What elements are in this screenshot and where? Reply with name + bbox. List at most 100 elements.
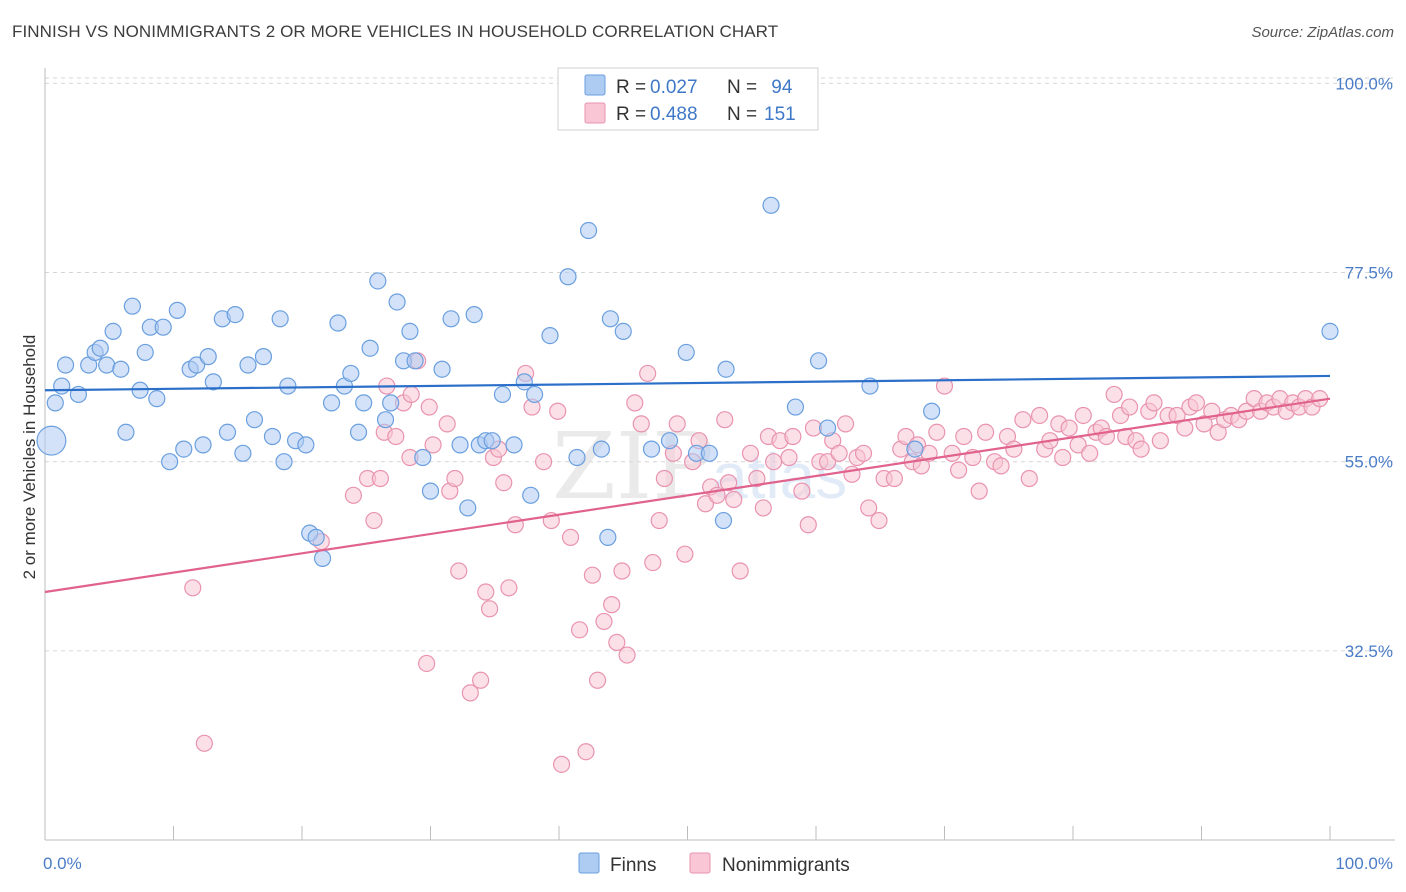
nonimmigrants-point xyxy=(438,415,456,433)
source-credit: Source: ZipAtlas.com xyxy=(1251,24,1394,41)
finns-point xyxy=(307,528,325,546)
legend-top: R = 0.027 N = 94 R = 0.488 N = 151 xyxy=(557,67,819,131)
nonimmigrants-point xyxy=(418,654,436,673)
finns-point xyxy=(406,352,424,370)
nonimmigrants-point xyxy=(644,553,662,572)
x-tick-label-min: 0.0% xyxy=(43,854,82,873)
finns-point xyxy=(245,411,264,429)
nonimmigrants-point xyxy=(935,377,954,395)
nonimmigrants-point xyxy=(1105,385,1123,404)
nonimmigrants-point xyxy=(1081,444,1099,462)
chart-title: FINNISH VS NONIMMIGRANTS 2 OR MORE VEHIC… xyxy=(12,22,779,41)
legend-r-value-nonimmigrants: 0.488 xyxy=(650,104,698,125)
nonimmigrants-point xyxy=(1014,411,1032,429)
finns-point xyxy=(522,486,540,504)
finns-point xyxy=(46,394,64,412)
legend-n-label-finns: N = xyxy=(727,77,757,98)
finns-point xyxy=(541,327,559,345)
trend-lines xyxy=(44,374,1331,594)
x-tick-label-max: 100.0% xyxy=(1335,854,1393,873)
finns-point xyxy=(505,436,523,454)
finns-point xyxy=(421,482,440,500)
nonimmigrants-point xyxy=(618,646,636,664)
nonimmigrants-point xyxy=(668,415,686,433)
finns-point xyxy=(361,339,379,357)
finns-point xyxy=(809,352,828,370)
legend-n-label-nonimmigrants: N = xyxy=(727,104,757,125)
finns-point xyxy=(414,448,432,467)
finns-point xyxy=(342,364,360,383)
finns-point xyxy=(1321,322,1339,341)
nonimmigrants-point xyxy=(595,612,613,631)
finns-point xyxy=(271,310,289,328)
nonimmigrants-point xyxy=(506,516,524,534)
legend-bottom-label-nonimmigrants: Nonimmigrants xyxy=(722,855,850,876)
nonimmigrants-point xyxy=(1145,394,1163,412)
nonimmigrants-point xyxy=(818,453,837,471)
finns-point xyxy=(275,453,293,471)
nonimmigrants-point xyxy=(1168,406,1186,425)
finns-point xyxy=(369,272,387,290)
finns-point xyxy=(442,310,460,328)
nonimmigrants-point xyxy=(860,499,878,517)
finns-point xyxy=(642,440,661,458)
tick-labels: 32.5% 55.0% 77.5% 100.0% 0.0% 100.0% xyxy=(43,74,1393,873)
legend-swatch-nonimmigrants xyxy=(584,102,606,124)
finns-point xyxy=(161,453,179,471)
nonimmigrants-point xyxy=(731,562,749,580)
finns-point xyxy=(91,339,109,357)
nonimmigrants-point xyxy=(1132,440,1150,458)
nonimmigrants-point xyxy=(481,600,499,618)
nonimmigrants-point xyxy=(534,453,553,471)
nonimmigrants-point xyxy=(784,427,802,446)
nonimmigrants-point xyxy=(552,755,571,773)
nonimmigrants-point xyxy=(1054,448,1072,467)
legend-n-value-finns: 94 xyxy=(766,77,793,98)
nonimmigrants-point xyxy=(387,427,405,446)
finns-point xyxy=(388,293,406,311)
watermark: ZIP atlas xyxy=(552,413,847,520)
nonimmigrants-point xyxy=(1120,398,1139,416)
finns-point xyxy=(700,444,718,462)
nonimmigrants-point xyxy=(977,423,995,441)
legend-swatch-finns xyxy=(584,74,606,96)
nonimmigrants-point xyxy=(696,495,715,513)
finns-point xyxy=(592,440,611,458)
finns-point xyxy=(382,394,400,412)
y-axis-label: 2 or more Vehicles in Household xyxy=(20,335,39,580)
finns-point xyxy=(401,322,419,341)
nonimmigrants-point xyxy=(1151,432,1169,450)
finns-point xyxy=(906,440,924,458)
nonimmigrants-point xyxy=(870,511,888,530)
nonimmigrants-point xyxy=(676,545,694,563)
finns-point xyxy=(762,196,780,214)
nonimmigrants-point xyxy=(495,474,513,492)
finns-point xyxy=(465,305,483,324)
nonimmigrants-point xyxy=(500,579,518,597)
finns-point xyxy=(36,425,67,456)
finns-point xyxy=(226,305,244,324)
finns-point xyxy=(199,348,217,366)
finns-point xyxy=(717,360,735,378)
nonimmigrants-point xyxy=(344,486,362,504)
finns-point xyxy=(263,427,282,446)
finns-point xyxy=(349,423,368,441)
y-tick-label: 55.0% xyxy=(1345,453,1393,472)
legend-bottom-label-finns: Finns xyxy=(610,855,656,876)
nonimmigrants-point xyxy=(639,364,657,383)
finns-point xyxy=(117,423,135,441)
nonimmigrants-point xyxy=(472,671,490,689)
finns-point xyxy=(204,373,222,391)
nonimmigrants-point xyxy=(549,402,567,420)
nonimmigrants-point xyxy=(583,566,602,584)
nonimmigrants-point xyxy=(650,511,668,530)
finns-point xyxy=(188,356,206,374)
finns-points xyxy=(36,196,1339,567)
finns-point xyxy=(376,411,395,429)
legend-r-label-nonimmigrants: R = xyxy=(616,104,646,125)
nonimmigrants-point xyxy=(830,444,848,462)
trend-line-finns xyxy=(44,374,1331,392)
nonimmigrants-point xyxy=(577,743,595,761)
nonimmigrants-point xyxy=(450,562,468,580)
nonimmigrants-point xyxy=(195,734,213,752)
